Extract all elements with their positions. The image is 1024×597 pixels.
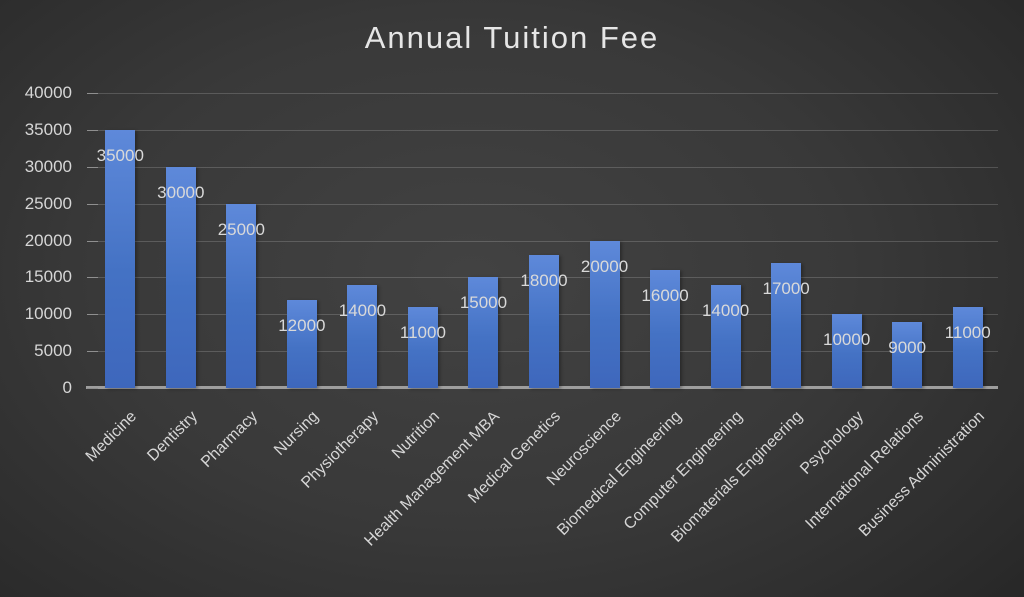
- y-axis-labels: 0 5000 10000 15000 20000 25000 30000 35000 40000: [0, 83, 74, 397]
- y-axis-tick: [87, 203, 98, 205]
- plot-area: 35000 30000 25000 12000 14000 11000 15000 18000…: [86, 93, 998, 389]
- bar-data-label: 35000: [96, 145, 144, 165]
- y-axis-tick: [87, 166, 98, 168]
- bar: [165, 166, 196, 388]
- bar: [831, 314, 862, 388]
- bar: [650, 270, 681, 388]
- bar-data-label: 16000: [641, 286, 689, 305]
- gridline: [90, 93, 998, 94]
- bar-data-label: 12000: [278, 315, 326, 335]
- bar-data-label: 11000: [399, 322, 446, 342]
- y-axis-tick: [87, 129, 98, 131]
- bar-data-label: 10000: [823, 330, 871, 350]
- y-axis-tick: [87, 240, 98, 242]
- bar: [347, 284, 378, 388]
- bar-data-label: 15000: [459, 293, 508, 313]
- y-axis-tick-label: 25000: [24, 193, 72, 213]
- y-axis-tick-label: 5000: [34, 341, 72, 361]
- y-axis-tick: [87, 93, 98, 94]
- bar: [710, 284, 741, 388]
- bar-data-label: 14000: [338, 300, 387, 320]
- y-axis-tick-label: 40000: [24, 83, 72, 102]
- bar-data-label: 18000: [520, 271, 568, 291]
- y-axis-tick-label: 35000: [24, 119, 72, 139]
- y-axis-tick: [87, 277, 98, 279]
- bar: [226, 203, 257, 388]
- y-axis-tick: [87, 388, 98, 389]
- bar: [892, 321, 923, 388]
- bar: [771, 262, 802, 388]
- gridline: [90, 203, 998, 205]
- bar-data-label: 9000: [888, 337, 927, 357]
- bar-data-label: 30000: [157, 182, 205, 202]
- bar: [407, 306, 438, 388]
- gridline: [90, 129, 998, 131]
- y-axis-tick-label: 20000: [24, 230, 72, 250]
- y-axis-tick: [87, 351, 98, 353]
- bar: [286, 299, 317, 388]
- bar-data-label: 20000: [580, 256, 629, 276]
- bar-data-label: 14000: [701, 300, 750, 320]
- bar-data-label: 11000: [944, 322, 991, 342]
- x-axis-labels: Medicine Dentistry Pharmacy Nursing Physioth…: [83, 408, 998, 597]
- bar: [952, 306, 983, 388]
- bar: [589, 240, 620, 388]
- bar: [529, 255, 559, 388]
- bar-data-label: 17000: [762, 278, 810, 298]
- gridline: [90, 240, 998, 242]
- y-axis-tick-label: 10000: [24, 304, 72, 324]
- chart-title: Annual Tuition Fee: [364, 20, 660, 55]
- gridline: [90, 166, 998, 168]
- y-axis-tick-label: 30000: [24, 156, 72, 176]
- y-axis-tick-label: 0: [62, 378, 72, 397]
- x-axis-category-label: Business Administration: [855, 408, 988, 541]
- y-axis-tick-label: 15000: [24, 267, 72, 287]
- bar: [105, 129, 136, 388]
- y-axis-tick: [87, 314, 98, 316]
- bar: [468, 277, 499, 388]
- bar-data-label: 25000: [217, 219, 265, 239]
